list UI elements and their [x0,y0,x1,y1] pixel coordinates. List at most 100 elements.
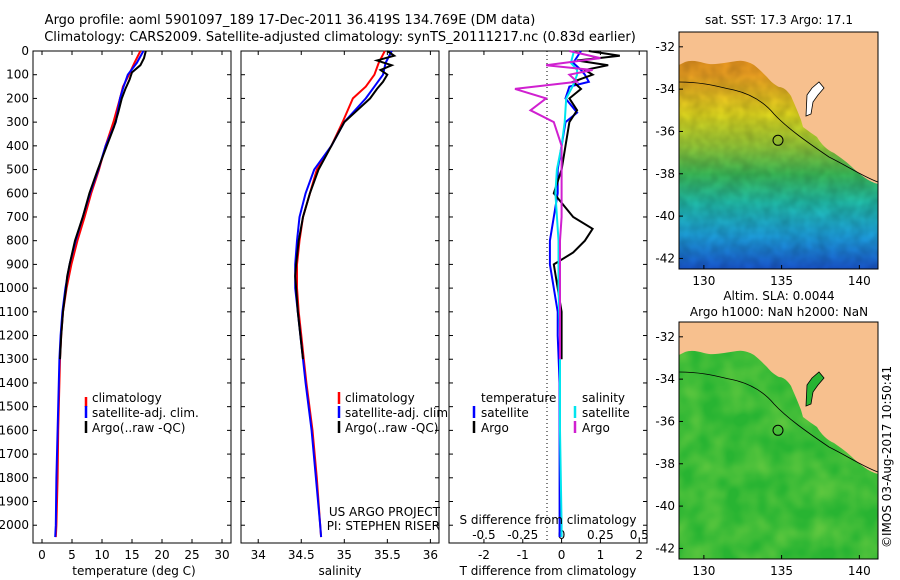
lat-tick-label: -32 [655,330,675,344]
x-tick-label: 34 [251,548,266,562]
temperature-legend: climatology satellite-adj. clim. Argo(..… [84,391,199,435]
depth-tick-label: 800 [6,234,29,248]
argo-location-marker [772,424,784,436]
shelf-contour [679,81,878,183]
series-argo-raw-qc [59,50,147,360]
depth-tick-label: 900 [6,257,29,271]
sla-map-canvas [679,322,878,559]
land-mask [679,322,878,474]
lat-tick-label: -42 [655,541,675,555]
lat-tick-label: -32 [655,40,675,54]
depth-tick-label: 100 [6,68,29,82]
temperature-xlabel: temperature (deg C) [72,564,195,578]
series-argo-raw-qc [294,50,397,360]
s-difference-label: S difference from climatology [460,513,637,527]
series-s-argo [514,50,601,360]
difference-axes-frame [448,50,648,544]
temperature-panel: 0100200300400500600700800900100011001200… [0,44,232,578]
s-tick-label: 0.25 [587,528,614,542]
temperature-tick-labels: 0 5 10 15 20 25 30 [38,548,229,562]
lat-tick-label: -36 [655,414,675,428]
depth-tick-label: 1200 [0,329,29,343]
salinity-series [294,50,397,538]
argo-location-marker [772,134,784,146]
depth-tick-label: 1400 [0,376,29,390]
depth-tick-label: 1500 [0,400,29,414]
figure-title-line2: Climatology: CARS2009. Satellite-adjuste… [44,30,636,45]
depth-tick-label: 500 [6,163,29,177]
x-tick-label: 1 [597,548,605,562]
s-tick-label: -0.25 [507,528,538,542]
s-tick-label: -0.5 [472,528,495,542]
series-satellite-adj-clim [294,50,393,538]
legend-t-argo: Argo [481,421,509,435]
lat-tick-label: -40 [655,499,675,513]
x-tick-label: 25 [184,548,199,562]
land-mask [679,32,878,184]
lon-tick-label: 135 [770,564,793,578]
x-tick-label: -1 [517,548,529,562]
depth-tick-label: 1900 [0,495,29,509]
shelf-contour [679,371,878,473]
salinity-xlabel: salinity [318,564,361,578]
lat-tick-label: -34 [655,82,675,96]
gulf-water [805,81,825,117]
imos-credit: ©IMOS 03-Aug-2017 10:50:41 [880,366,894,548]
lat-tick-label: -42 [655,251,675,265]
s-difference-tick-labels: -0.5 -0.25 0 0.25 0.5 [472,528,649,542]
depth-tick-label: 1100 [0,305,29,319]
depth-tick-label: 1800 [0,471,29,485]
x-tick-label: 10 [94,548,109,562]
difference-panel: -2 -1 0 1 2 -0.5 -0.25 0 0.25 0.5 temperature sa… [448,50,649,578]
x-tick-label: 34.5 [288,548,315,562]
depth-tick-label: 400 [6,139,29,153]
temperature-axes-frame [32,50,232,544]
lon-tick-label: 130 [692,274,715,288]
x-tick-label: 35 [337,548,352,562]
legend-satellite: satellite-adj. clim. [345,406,452,420]
difference-legend: temperature satellite Argo salinity sate… [472,391,630,435]
sla-lon-labels: 130 135 140 [692,564,870,578]
lon-tick-label: 140 [848,274,871,288]
x-tick-label: 30 [214,548,229,562]
depth-tick-label: 1000 [0,281,29,295]
x-tick-label: 2 [635,548,643,562]
lat-tick-label: -40 [655,209,675,223]
x-tick-label: 0 [558,548,566,562]
sla-map-title: Altim. SLA: 0.0044 [723,289,834,303]
gulf-water [805,371,825,407]
salinity-tick-labels: 34 34.5 35 35.5 36 [251,548,438,562]
lat-tick-label: -38 [655,457,675,471]
t-difference-tick-labels: -2 -1 0 1 2 [478,548,643,562]
sst-map-frame [678,31,879,270]
lat-tick-label: -38 [655,167,675,181]
depth-tick-label: 0 [21,44,29,58]
x-tick-label: 35.5 [374,548,401,562]
sla-map-panel: Altim. SLA: 0.0044 Argo h1000: NaN h2000… [655,289,879,578]
x-tick-label: 20 [154,548,169,562]
depth-tick-label: 700 [6,210,29,224]
x-tick-label: -2 [478,548,490,562]
salinity-legend: climatology satellite-adj. clim. Argo(..… [337,391,452,435]
x-tick-label: 36 [423,548,438,562]
legend-s-argo: Argo [582,421,610,435]
sla-map-frame [678,321,879,560]
depth-tick-label: 1700 [0,447,29,461]
legend-salinity-heading: salinity [582,391,625,405]
x-tick-label: 15 [124,548,139,562]
x-tick-label: 5 [68,548,76,562]
depth-tick-label: 300 [6,115,29,129]
project-annotation: US ARGO PROJECT [329,505,441,519]
legend-s-satellite: satellite [582,406,630,420]
depth-tick-label: 600 [6,186,29,200]
depth-tick-labels: 0 100 200 300 400 500 600 700 800 900 1000 1100 1200… [0,44,29,532]
lat-tick-label: -34 [655,372,675,386]
salinity-panel: 34 34.5 35 35.5 36 climatology satellite-adj… [240,50,452,578]
sst-map-canvas [679,32,878,269]
lat-tick-label: -36 [655,124,675,138]
legend-temperature-heading: temperature [481,391,556,405]
legend-t-satellite: satellite [481,406,529,420]
sst-map-title: sat. SST: 17.3 Argo: 17.1 [705,13,853,27]
salinity-axes-frame [240,50,440,544]
